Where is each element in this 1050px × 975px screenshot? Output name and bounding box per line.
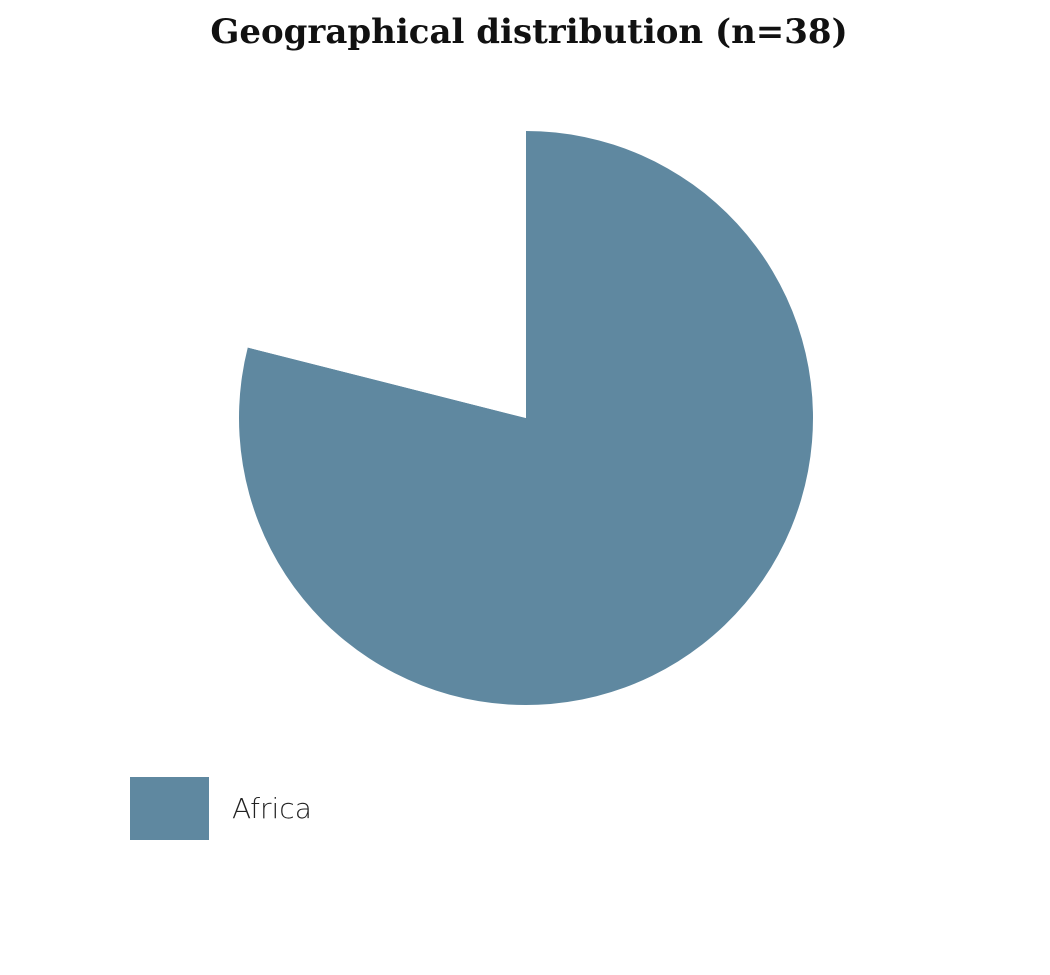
pie-slice-unlabeled-1 — [247, 130, 527, 418]
legend-swatch-africa — [130, 777, 209, 840]
pie-slice-africa — [239, 131, 814, 706]
chart-title: Geographical distribution (n=38) — [210, 12, 848, 52]
legend-label-africa: Africa — [232, 792, 312, 825]
legend: Africa — [130, 777, 312, 840]
